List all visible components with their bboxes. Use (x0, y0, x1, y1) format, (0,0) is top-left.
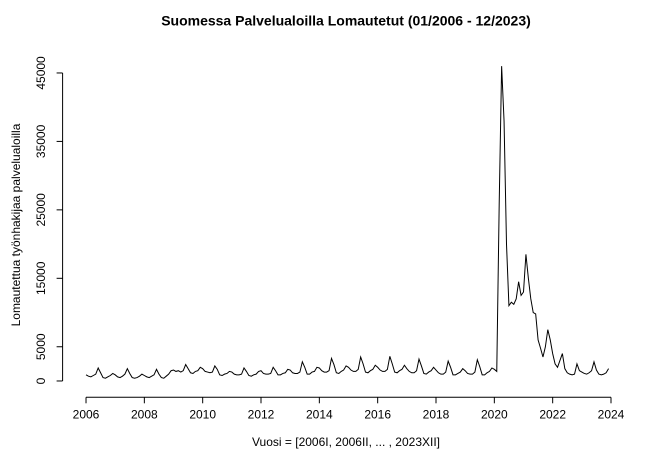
x-tick-label: 2016 (364, 407, 391, 421)
x-tick-label: 2020 (481, 407, 508, 421)
line-series (85, 66, 610, 379)
y-tick-label: 0 (34, 377, 48, 384)
x-tick-label: 2024 (598, 407, 625, 421)
x-tick-label: 2006 (73, 407, 100, 421)
y-tick-label: 5000 (34, 333, 48, 360)
y-tick-label: 45000 (34, 56, 48, 90)
y-tick-label: 25000 (34, 193, 48, 227)
y-tick-label: 15000 (34, 261, 48, 295)
chart-title: Suomessa Palvelualoilla Lomautetut (01/2… (161, 13, 531, 29)
x-tick-label: 2008 (131, 407, 158, 421)
y-axis-label: Lomautettua työnhakijaa palvelualoilla (9, 123, 23, 326)
x-tick-label: 2012 (248, 407, 275, 421)
x-axis-label: Vuosi = [2006I, 2006II, ... , 2023XII] (252, 435, 440, 449)
x-tick-label: 2014 (306, 407, 333, 421)
x-tick-label: 2010 (189, 407, 216, 421)
y-tick-label: 35000 (34, 124, 48, 158)
x-tick-label: 2018 (423, 407, 450, 421)
x-tick-label: 2022 (539, 407, 566, 421)
